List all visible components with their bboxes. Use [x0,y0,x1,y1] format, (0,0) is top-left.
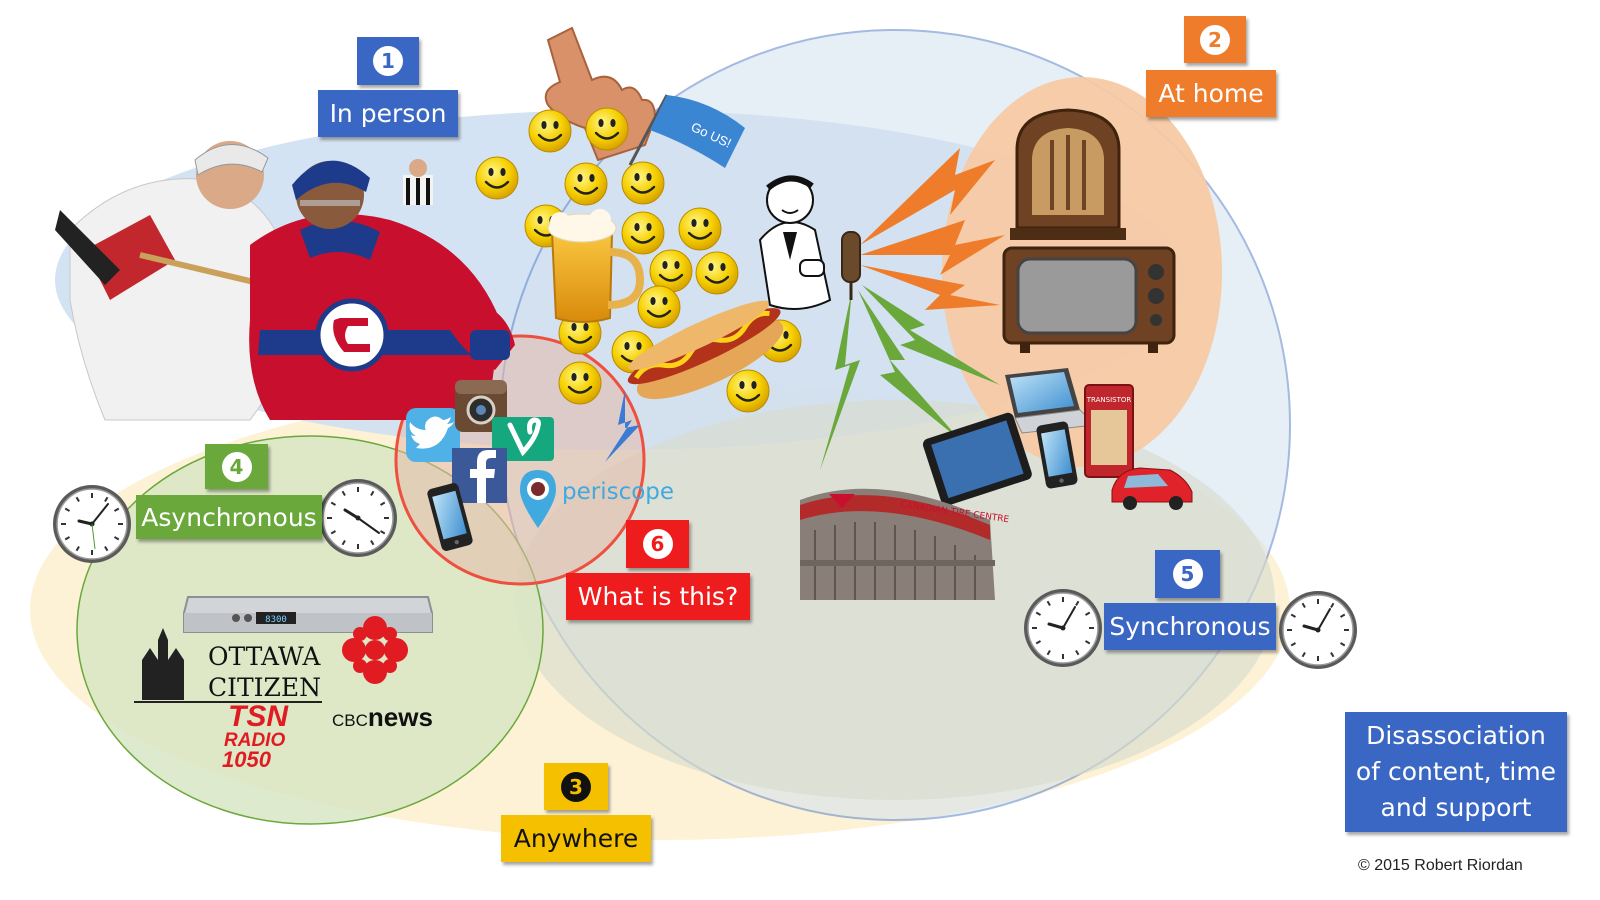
laptop-icon [1005,368,1097,434]
what-is-this-number: 6 [642,529,673,559]
smiley-icon [636,284,682,330]
copyright-text: © 2015 Robert Riordan [1358,857,1523,874]
beer-mug-icon [547,209,645,323]
arena-icon: CANADIAN TIRE CENTRE [800,488,1010,600]
antique-radio-icon [1010,108,1126,240]
ottawa-citizen-line2: CITIZEN [208,673,321,702]
tsn-radio-logo: TSN RADIO 1050 [222,700,289,772]
twitter-icon [406,408,460,462]
cbc-news-wordmark: CBCnews [332,702,433,732]
cable-box-icon: 8300 [183,596,433,633]
clock-icon [318,478,398,558]
cbc-news-suffix: news [368,702,433,732]
cbc-logo-icon [342,616,408,684]
tablet-icon [922,412,1032,506]
synchronous-number: 5 [1172,559,1203,589]
ottawa-citizen-logo: OTTAWA CITIZEN [134,628,322,703]
in-person-number-badge: 1 [357,37,419,85]
smiley-icon [725,368,771,414]
at-home-number-badge: 2 [1184,16,1246,63]
anywhere-number-badge: 3 [544,763,608,810]
synchronous-label: Synchronous [1104,603,1276,650]
tsn-line2: RADIO [224,730,285,751]
smiley-icon [620,210,666,256]
smiley-icon [557,360,603,406]
receiver-display: 8300 [265,615,287,625]
smiley-icon [474,155,520,201]
smiley-icon [620,160,666,206]
at-home-label: At home [1146,70,1276,117]
smiley-icon [527,108,573,154]
clock-icon [1023,588,1103,668]
hot-dog-icon [627,300,784,400]
social-media-cluster: periscope [406,380,674,553]
radio-brand: TRANSISTOR [1086,396,1132,404]
clock-icon [1278,590,1358,670]
vine-icon [492,417,554,461]
tsn-line3: 1050 [222,747,272,772]
microphone-icon [841,231,861,300]
periscope-logo-text: periscope [562,479,674,505]
television-icon [1002,246,1176,353]
anywhere-label: Anywhere [501,815,651,862]
smiley-icon [677,206,723,252]
smiley-icon [694,250,740,296]
smiley-icon [584,106,630,152]
anywhere-number: 3 [561,771,591,802]
at-home-number: 2 [1200,24,1230,55]
asynchronous-number-badge: 4 [205,444,268,489]
announcer-icon [758,175,832,310]
svg-text:CBCnews: CBCnews [332,702,433,732]
car-icon [1111,467,1193,510]
synchronous-number-badge: 5 [1155,550,1220,598]
flag-icon: Go US! [628,94,745,168]
tsn-line1: TSN [228,700,289,733]
in-person-number: 1 [373,46,403,76]
what-is-this-number-badge: 6 [626,520,689,568]
ottawa-citizen-line1: OTTAWA [208,642,321,671]
clock-icon [52,484,132,564]
broadcast-signals [605,148,1005,470]
cbc-news-prefix: CBC [332,711,368,730]
hockey-players-image [55,141,515,421]
asynchronous-label: Asynchronous [136,495,322,539]
facebook-icon [452,448,507,503]
what-is-this-label: What is this? [566,573,750,620]
periscope-icon [520,470,556,528]
transistor-radio-icon: TRANSISTOR [1084,384,1134,478]
smiley-icon [563,161,609,207]
asynchronous-number: 4 [221,451,252,482]
summary-box: Disassociation of content, time and supp… [1345,712,1567,832]
in-person-label: In person [318,90,458,137]
